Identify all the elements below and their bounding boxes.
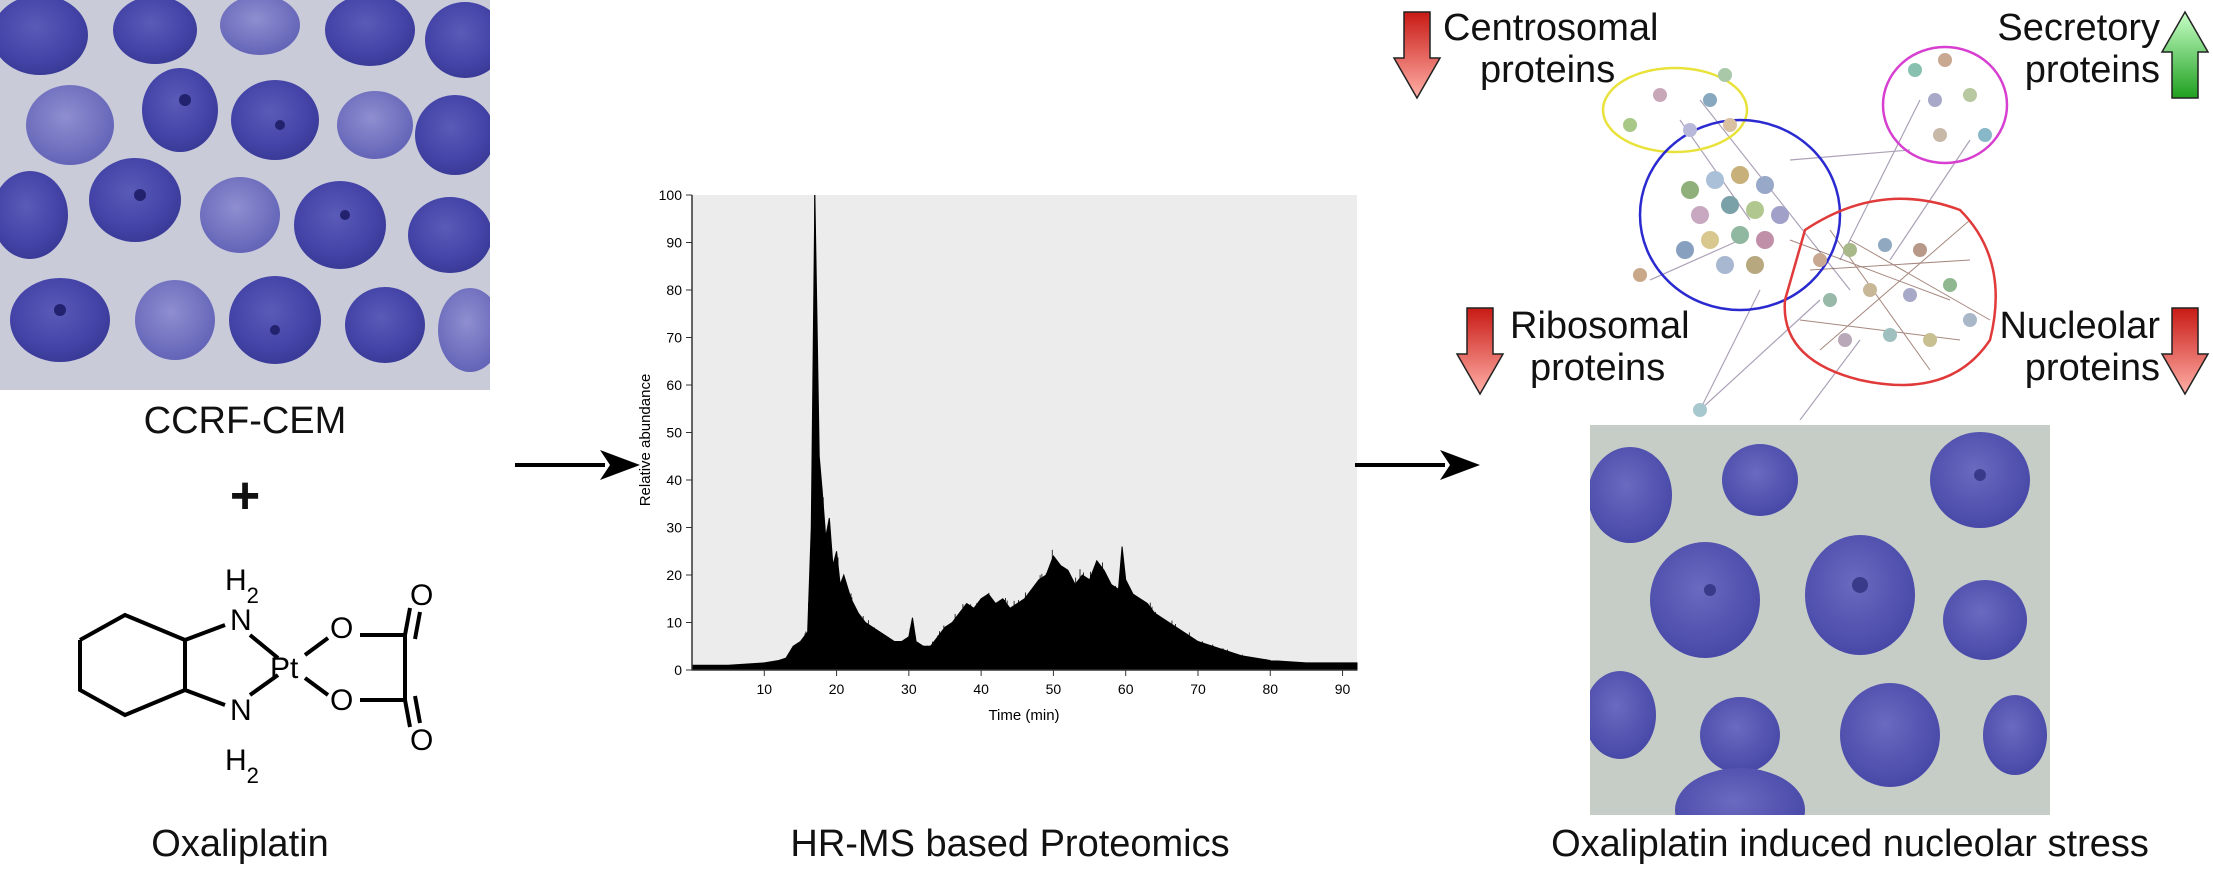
ms-y-tick-label: 60: [666, 377, 682, 393]
atom-h2-bottom: H2: [225, 744, 259, 788]
protein-network: [1590, 40, 2040, 421]
oxaliplatin-caption: Oxaliplatin: [151, 823, 329, 865]
ribosomal-down-arrow: [1455, 306, 1505, 396]
ccrf-cem-micrograph: [0, 0, 490, 390]
ms-y-tick-label: 40: [666, 472, 682, 488]
ms-x-tick-label: 80: [1262, 681, 1278, 697]
treated-cells-image: [1590, 425, 2050, 815]
ribosomal-nodes: [1676, 166, 1789, 274]
ms-x-tick-label: 60: [1118, 681, 1134, 697]
atom-o-top: O: [330, 612, 353, 645]
network-edges: [1649, 99, 1971, 421]
atom-o-bottom: O: [330, 684, 353, 717]
ms-y-tick-label: 30: [666, 520, 682, 536]
ms-y-tick-label: 50: [666, 425, 682, 441]
atom-h2-top: H2: [225, 564, 259, 608]
oxaliplatin-structure: H2 N N H2 Pt O O O O: [60, 560, 440, 790]
ms-x-tick-label: 90: [1335, 681, 1351, 697]
nucleolar-nodes: [1813, 238, 1977, 347]
atom-o-carbonyl-top: O: [410, 579, 433, 612]
outlier-node: [1633, 268, 1647, 282]
nucleolar-label-line2: proteins: [2024, 347, 2160, 389]
ms-y-axis-label: Relative abundance: [637, 374, 654, 507]
ms-plot-background: [692, 195, 1357, 670]
down-arrow-icon-2: [1455, 307, 1505, 396]
ms-x-tick-label: 70: [1190, 681, 1206, 697]
ms-caption: HR-MS based Proteomics: [790, 823, 1230, 865]
cyclohexane-ring: [78, 607, 422, 728]
treated-cells-micrograph: [1590, 425, 2050, 815]
ribosomal-label-line1: Ribosomal: [1510, 305, 1690, 347]
ms-y-tick-label: 100: [659, 190, 683, 203]
ms-x-tick-label: 20: [829, 681, 845, 697]
atom-n-bottom: N: [230, 694, 252, 727]
plus-sign: +: [229, 467, 261, 525]
nucleolar-cluster-outline: [1783, 197, 1997, 387]
ms-y-tick-label: 0: [674, 662, 682, 678]
ccrf-cem-caption: CCRF-CEM: [143, 400, 347, 442]
arrow-to-ms: [515, 445, 640, 485]
atom-pt: Pt: [270, 652, 299, 685]
ms-x-ticks: 10 20 30 40 50 60 70 80 90: [756, 670, 1351, 697]
down-arrow-icon-3: [2160, 307, 2210, 396]
ccrf-cem-cells-image: [0, 0, 490, 390]
ribosomal-cluster-outline: [1638, 118, 1842, 312]
ms-y-tick-label: 10: [666, 615, 682, 631]
centrosomal-cluster-outline: [1601, 66, 1749, 154]
ms-chart-svg: 0 10 20 30 40 50 60 70 80 90 100 10 20 30 40 50 60 70 80 9…: [637, 187, 1358, 724]
atom-o-carbonyl-bottom: O: [410, 724, 433, 757]
ms-spikes: [785, 195, 1271, 670]
ms-y-ticks: 0 10 20 30 40 50 60 70 80 90 100: [659, 187, 692, 678]
centrosomal-nodes: [1623, 68, 1737, 137]
atom-n-top: N: [230, 604, 252, 637]
cells-right-group: [1590, 432, 2047, 815]
centrosomal-label-line2: proteins: [1480, 49, 1616, 91]
down-arrow-icon: [1392, 11, 1442, 100]
cells-left-group: [0, 0, 490, 372]
arrow-right-icon: [515, 450, 640, 480]
nucleolar-label-line1: Nucleolar: [1999, 305, 2160, 347]
centrosomal-label-line1: Centrosomal: [1443, 7, 1659, 49]
arrow-right-icon-2: [1355, 450, 1480, 480]
nucleolar-down-arrow: [2160, 306, 2210, 396]
secretory-label-line1: Secretory: [1997, 7, 2160, 49]
secretory-cluster-outline: [1881, 45, 2009, 165]
ms-x-axis-label: Time (min): [988, 707, 1059, 724]
ms-y-tick-label: 80: [666, 282, 682, 298]
oxaliplatin-svg: H2 N N H2 Pt O O O O: [78, 564, 433, 788]
ribosomal-label-line2: proteins: [1530, 347, 1666, 389]
centrosomal-down-arrow: [1392, 10, 1442, 100]
network-svg: [1601, 45, 2009, 421]
ms-x-tick-label: 50: [1046, 681, 1062, 697]
up-arrow-icon: [2160, 10, 2210, 99]
ms-chart: 0 10 20 30 40 50 60 70 80 90 100 10 20 30 40 50 60 70 80 9…: [630, 187, 1360, 740]
ms-x-tick-label: 30: [901, 681, 917, 697]
ms-x-tick-label: 10: [756, 681, 772, 697]
secretory-nodes: [1908, 53, 1992, 142]
ms-y-tick-label: 70: [666, 330, 682, 346]
nucleolar-stress-caption: Oxaliplatin induced nucleolar stress: [1551, 823, 2149, 865]
ms-x-tick-label: 40: [973, 681, 989, 697]
ms-y-tick-label: 20: [666, 567, 682, 583]
secretory-label-line2: proteins: [2024, 49, 2160, 91]
arrow-to-network: [1355, 445, 1480, 485]
ms-y-tick-label: 90: [666, 235, 682, 251]
outlier-node-2: [1693, 403, 1707, 417]
secretory-up-arrow: [2160, 10, 2210, 100]
